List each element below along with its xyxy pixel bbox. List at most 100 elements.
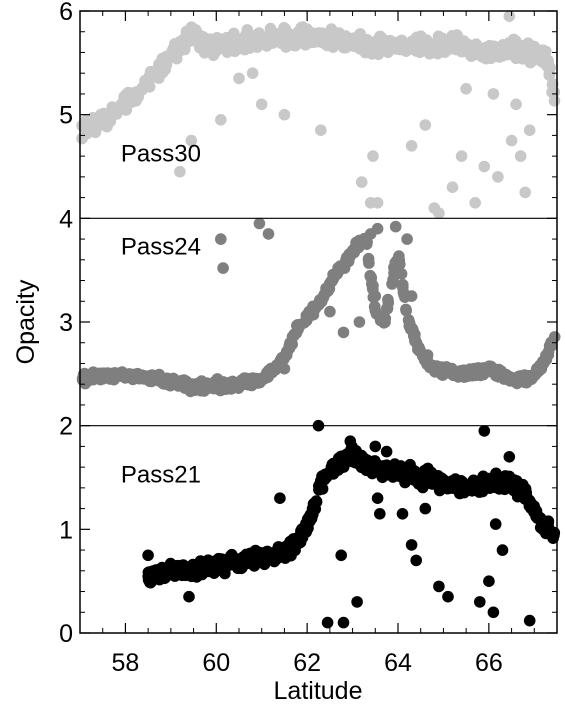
data-point: [396, 508, 409, 520]
x-tick-label: 60: [202, 649, 230, 677]
data-point: [503, 10, 516, 22]
data-point: [488, 470, 501, 483]
data-point: [106, 101, 119, 113]
data-point: [315, 124, 327, 136]
data-point: [265, 549, 277, 562]
data-point: [351, 240, 364, 253]
data-point: [361, 35, 374, 48]
y-tick-label: 6: [59, 0, 73, 26]
data-point: [487, 606, 500, 619]
data-point: [369, 440, 382, 453]
panel-dividers: [80, 217, 557, 427]
data-point: [335, 451, 347, 463]
data-point: [184, 381, 197, 393]
data-point: [336, 37, 349, 50]
data-point: [303, 511, 315, 523]
data-point: [468, 362, 481, 375]
data-point: [544, 62, 556, 74]
data-point: [246, 67, 259, 79]
data-point: [442, 590, 454, 603]
x-tick-label: 58: [112, 649, 140, 677]
data-point: [306, 34, 318, 46]
data-point: [286, 338, 299, 351]
data-point: [540, 353, 553, 366]
data-point: [379, 312, 392, 325]
x-tick-label: 66: [475, 649, 503, 677]
data-point: [344, 450, 357, 463]
data-point: [474, 596, 486, 608]
data-point: [281, 540, 293, 552]
data-point: [460, 83, 472, 95]
data-point: [516, 487, 529, 500]
data-point: [157, 377, 169, 390]
data-point: [203, 379, 215, 392]
data-point: [240, 550, 253, 562]
data-point: [380, 445, 393, 458]
data-point: [404, 458, 416, 471]
data-point: [282, 30, 295, 43]
data-point: [371, 492, 384, 505]
y-tick-label: 2: [59, 413, 73, 441]
data-point: [143, 77, 155, 90]
data-point: [360, 238, 373, 250]
data-point: [290, 327, 303, 339]
data-point: [496, 544, 509, 556]
data-point: [84, 369, 97, 382]
data-point: [325, 23, 338, 35]
data-point: [148, 66, 161, 79]
data-point: [347, 37, 360, 49]
data-point: [183, 590, 195, 603]
data-point: [362, 253, 375, 266]
data-point: [389, 220, 402, 233]
data-point: [492, 171, 504, 183]
data-point: [274, 548, 287, 561]
data-point: [124, 91, 137, 103]
data-point: [250, 37, 262, 50]
x-axis-title: Latitude: [274, 677, 363, 705]
data-point: [510, 98, 522, 111]
data-point: [514, 150, 527, 162]
data-point: [229, 378, 242, 391]
data-point: [233, 72, 245, 85]
data-points: [76, 10, 561, 629]
data-point: [477, 363, 490, 376]
data-point: [374, 508, 386, 520]
data-point: [433, 207, 445, 219]
data-point: [321, 616, 334, 629]
data-point: [289, 39, 302, 52]
data-point: [95, 111, 108, 123]
x-tick-label: 64: [384, 649, 412, 677]
data-point: [405, 290, 418, 302]
data-point: [382, 293, 394, 306]
data-point: [504, 372, 517, 385]
data-point: [446, 362, 458, 375]
data-point: [134, 369, 146, 382]
data-point: [371, 222, 384, 235]
data-point: [488, 363, 501, 376]
data-point: [253, 376, 266, 389]
data-point: [405, 322, 418, 335]
data-point: [333, 264, 345, 277]
data-point: [507, 33, 520, 46]
data-point: [176, 569, 188, 582]
axis-ticks: [79, 10, 558, 634]
data-point: [194, 555, 207, 567]
data-point: [373, 466, 386, 478]
data-point: [353, 316, 366, 328]
series-Pass24: [76, 217, 561, 398]
data-point: [217, 262, 229, 274]
data-point: [503, 451, 516, 463]
data-point: [337, 326, 350, 339]
data-point: [369, 290, 382, 302]
data-point: [384, 34, 397, 47]
data-point: [499, 483, 511, 496]
pass-label: Pass24: [121, 234, 201, 261]
data-point: [519, 186, 531, 199]
data-point: [332, 464, 345, 476]
data-point: [424, 41, 436, 53]
data-point: [474, 47, 487, 59]
pass-labels: Pass30 Pass24 Pass21: [121, 140, 201, 488]
data-point: [231, 34, 243, 47]
data-point: [442, 480, 455, 492]
